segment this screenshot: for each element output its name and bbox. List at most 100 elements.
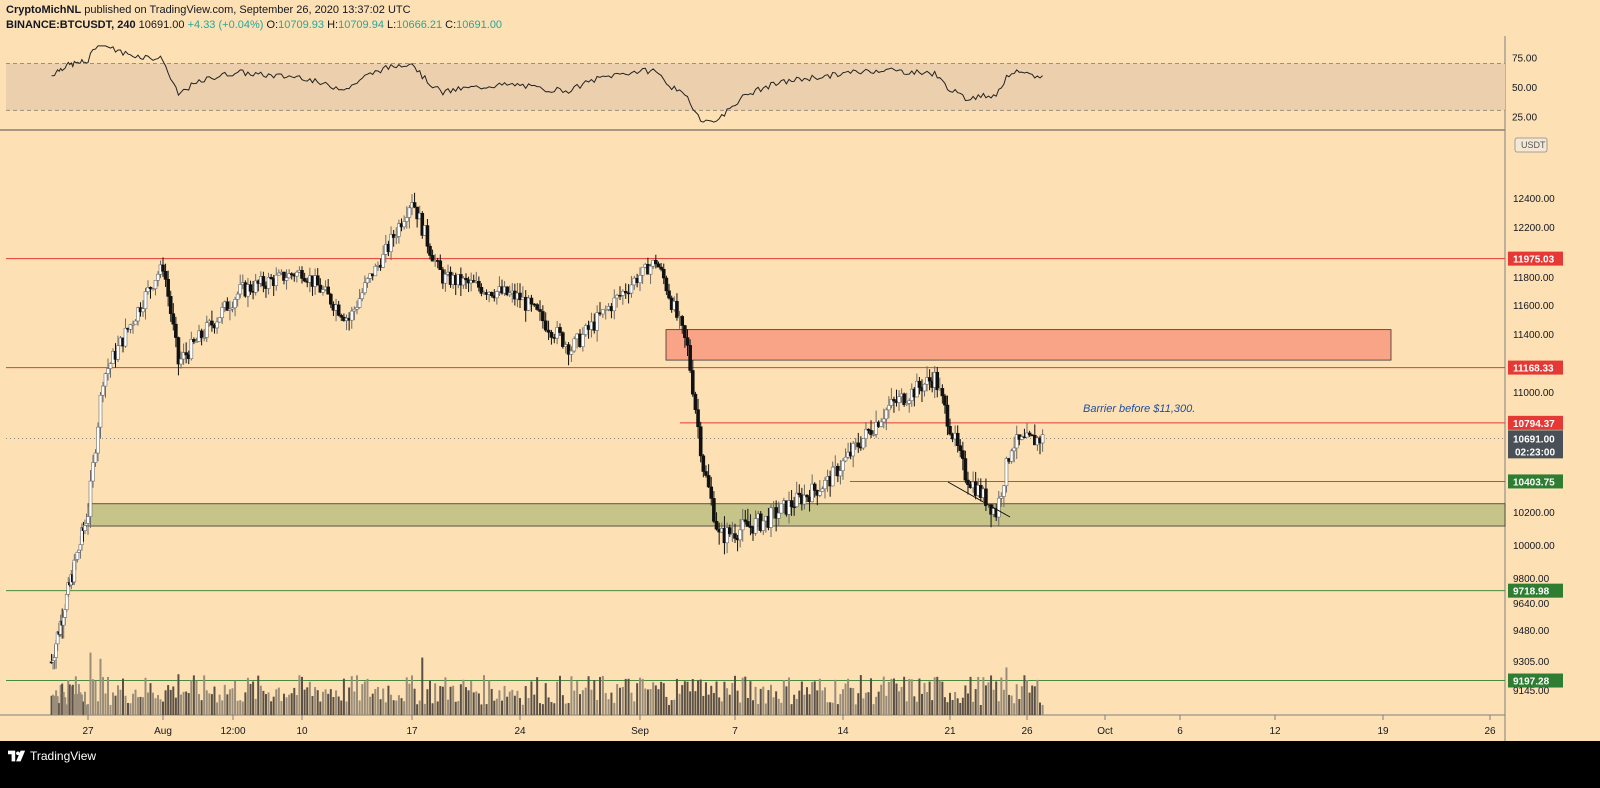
candle [295,271,299,277]
volume-bar [581,690,584,715]
volume-bar [872,704,875,715]
candle [667,290,671,299]
volume-bar [167,685,170,715]
volume-bar [895,683,898,715]
volume-bar [668,704,671,715]
volume-bar [319,701,322,715]
volume-bar [593,680,596,715]
volume-bar [472,692,475,715]
candle [277,272,281,276]
candle [675,301,679,318]
volume-bar [226,694,229,715]
candle [228,308,232,311]
candle [141,308,145,313]
candle [148,287,153,289]
tradingview-logo[interactable]: TradingView [8,749,96,763]
candle [688,345,692,371]
candle [727,527,732,535]
volume-bars [50,652,1044,715]
volume-bar [190,680,193,715]
price-tick-label: 11400.00 [1513,330,1554,341]
candle [549,332,554,338]
volume-bar [959,702,962,715]
volume-bar [85,704,88,715]
candle [461,277,466,286]
candle [163,270,168,280]
candle [505,286,509,296]
candle [714,521,719,530]
volume-bar [829,702,832,715]
volume-bar [728,694,731,715]
volume-bar [1028,692,1031,715]
candle [397,223,401,237]
volume-bar [223,684,226,715]
candle [176,337,181,365]
volume-bar [177,674,180,715]
time-tick-label: 10 [296,726,308,737]
candle [902,393,906,405]
candle [360,292,365,299]
candle [851,443,855,457]
candle [489,291,494,297]
volume-bar [513,695,516,715]
volume-bar [949,692,951,715]
volume-bar [964,685,967,715]
candle [654,259,658,265]
volume-bar [213,686,216,715]
candle [274,274,279,286]
candle [430,255,435,262]
volume-bar [244,692,247,715]
volume-bar [570,676,573,715]
candle [866,428,871,431]
candle [802,494,807,505]
volume-bar [880,684,883,715]
level-badge [1508,583,1563,598]
volume-bar [345,701,348,715]
volume-bar [867,692,870,715]
volume-bar [782,680,785,715]
volume-bar [293,687,296,715]
candle [443,273,448,284]
volume-bar [53,695,56,715]
time-tick-label: 6 [1177,726,1183,737]
candle [615,294,619,299]
candle [136,307,140,322]
volume-bar [821,690,824,715]
volume-bar [1000,677,1003,715]
open-value: 10709.93 [278,19,325,31]
candle [696,409,700,428]
volume-bar [903,676,906,715]
candle [532,303,537,306]
candle [701,455,706,472]
candle [963,458,968,481]
volume-bar [1008,694,1011,715]
candle [355,307,359,310]
volume-bar [972,701,975,715]
volume-bar [561,695,564,715]
volume-bar [977,676,980,715]
volume-bar [216,702,219,715]
volume-bar [670,700,673,715]
volume-bar [928,681,931,715]
candle [943,395,947,406]
volume-bar [316,690,319,715]
volume-bar [553,703,556,715]
volume-bar [210,694,213,715]
volume-bar [931,700,934,715]
candle [940,388,945,397]
candle [464,277,468,281]
candle [779,503,784,514]
volume-bar [1002,689,1005,715]
volume-bar [654,685,657,715]
candle [892,399,896,402]
time-tick-label: 12 [1269,726,1281,737]
volume-bar [857,693,860,715]
volume-bar [984,685,987,715]
candle [586,325,591,330]
level-badge-label: 9197.28 [1513,677,1550,688]
publisher-name[interactable]: CryptoMichNL [6,4,82,16]
volume-bar [97,701,99,715]
symbol-label[interactable]: BINANCE:BTCUSDT, 240 [6,19,136,31]
volume-bar [910,679,913,715]
candle [792,506,796,508]
